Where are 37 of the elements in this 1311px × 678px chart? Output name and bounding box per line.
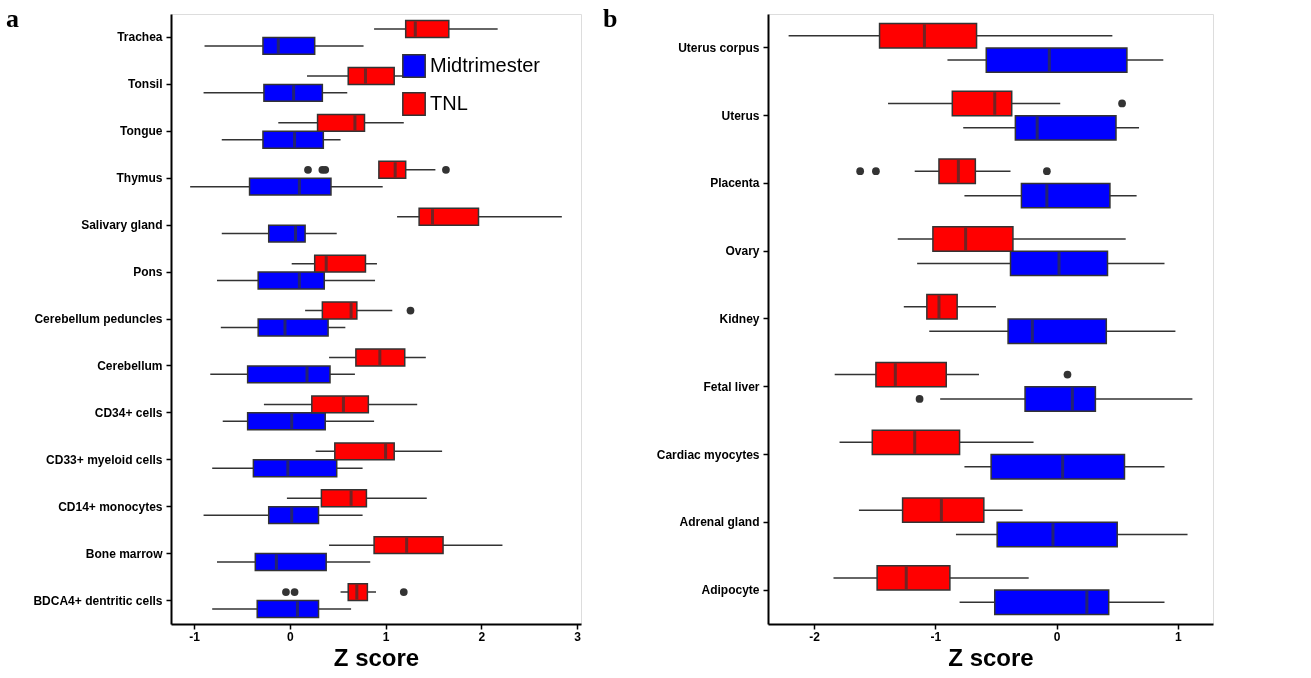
y-tick-label: Ovary [725, 244, 760, 259]
x-axis-title: Z score [948, 643, 1034, 671]
y-tick-label: CD33+ myeloid cells [46, 452, 163, 467]
chart-title: b [603, 4, 618, 33]
y-tick-label: Cardiac myocytes [656, 447, 760, 462]
y-tick-label: Placenta [710, 176, 760, 191]
x-axis-title: Z score [333, 643, 420, 671]
x-tick-label: -1 [930, 629, 942, 644]
x-tick-label: -1 [189, 629, 201, 644]
legend-label: TNL [430, 92, 468, 114]
y-tick-label: Cerebellum [97, 358, 163, 373]
y-tick-label: Tonsil [128, 77, 163, 92]
chart-title: a [6, 4, 19, 33]
y-tick-label: Uterus [721, 108, 760, 123]
y-tick-label: Salivary gland [81, 218, 163, 233]
x-tick-label: 2 [478, 629, 486, 644]
x-tick-label: 1 [1174, 629, 1182, 644]
y-tick-label: Kidney [719, 312, 760, 326]
x-tick-label: 0 [286, 629, 294, 644]
y-tick-label: BDCA4+ dentritic cells [33, 593, 163, 608]
y-tick-label: Cerebellum peduncles [34, 312, 163, 326]
y-tick-label: Bone marrow [85, 546, 164, 561]
legend-label: Midtrimester [430, 54, 541, 76]
x-tick-label: 3 [574, 629, 582, 644]
x-tick-label: 0 [1053, 629, 1061, 644]
x-tick-label: -2 [809, 629, 821, 644]
y-tick-label: Pons [133, 265, 163, 280]
y-tick-label: Adipocyte [701, 583, 760, 598]
x-tick-label: 1 [382, 629, 390, 644]
y-tick-label: Thymus [116, 171, 163, 186]
y-tick-label: Adrenal gland [679, 515, 760, 530]
y-tick-label: CD34+ cells [94, 405, 163, 420]
y-tick-label: Trachea [117, 30, 163, 45]
y-tick-label: Fetal liver [703, 379, 760, 394]
y-tick-label: Tongue [120, 124, 163, 139]
y-tick-label: CD14+ monocytes [58, 499, 163, 514]
y-tick-label: Uterus corpus [678, 40, 760, 55]
